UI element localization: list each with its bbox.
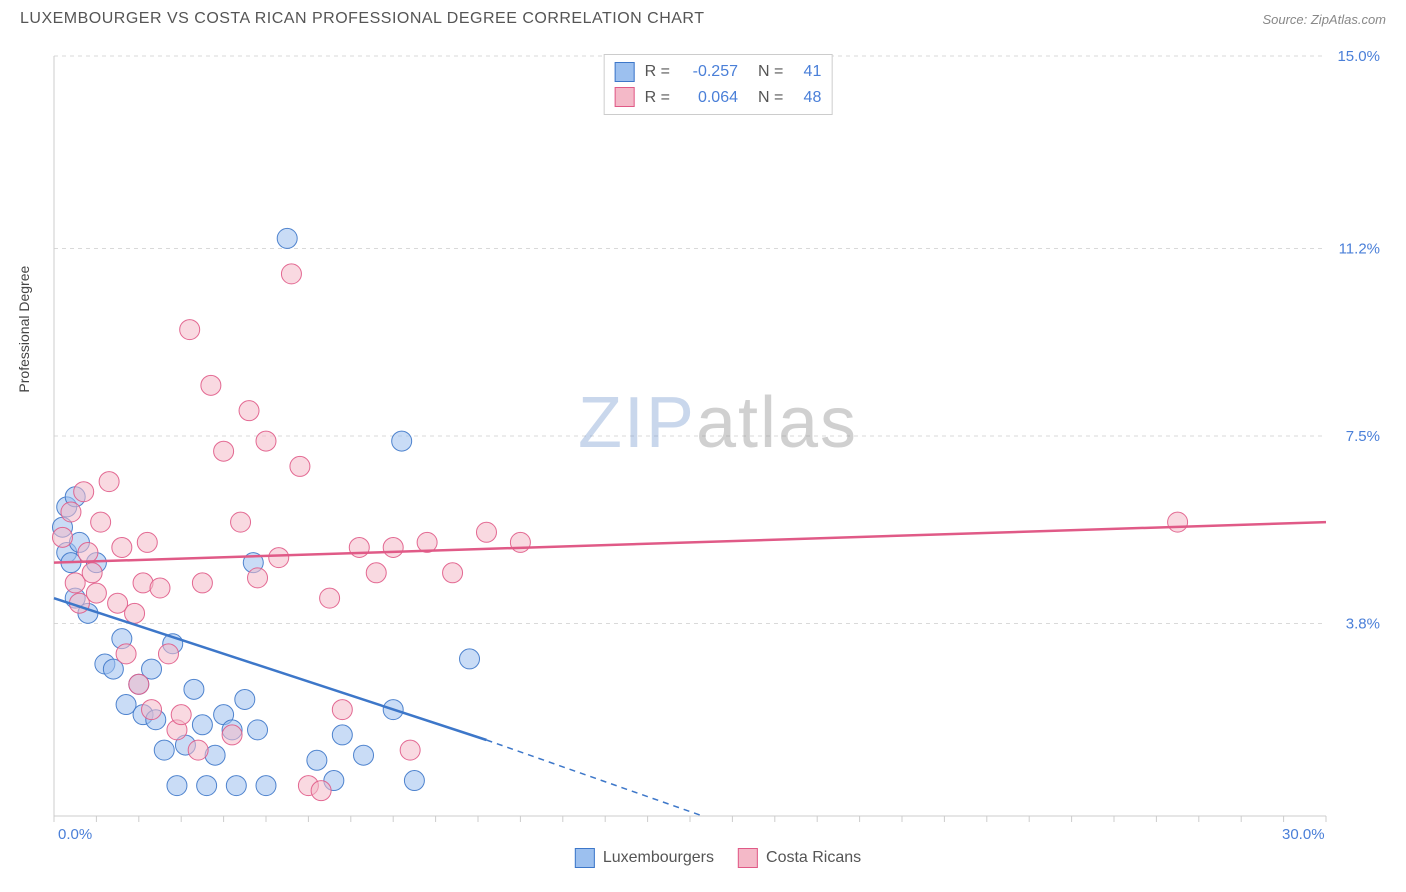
correlation-legend: R =-0.257 N =41 R =0.064 N =48 (604, 54, 833, 115)
chart-container: Professional Degree 3.8%7.5%11.2%15.0% Z… (50, 46, 1386, 866)
chart-title: LUXEMBOURGER VS COSTA RICAN PROFESSIONAL… (20, 10, 704, 28)
x-axis-min-label: 0.0% (58, 826, 92, 843)
svg-text:7.5%: 7.5% (1346, 428, 1380, 445)
y-axis-label: Professional Degree (16, 266, 32, 393)
svg-text:15.0%: 15.0% (1337, 48, 1380, 65)
series-legend: Luxembourgers Costa Ricans (575, 848, 861, 868)
legend-item: Luxembourgers (575, 848, 714, 868)
scatter-plot: 3.8% 7.5% 11.2% 15.0% (50, 46, 1386, 846)
svg-text:11.2%: 11.2% (1339, 241, 1380, 258)
legend-item: Costa Ricans (738, 848, 861, 868)
svg-text:3.8%: 3.8% (1346, 615, 1380, 632)
legend-row: R =0.064 N =48 (615, 85, 822, 111)
source-attribution: Source: ZipAtlas.com (1262, 12, 1386, 27)
x-axis-max-label: 30.0% (1282, 826, 1325, 843)
legend-row: R =-0.257 N =41 (615, 59, 822, 85)
